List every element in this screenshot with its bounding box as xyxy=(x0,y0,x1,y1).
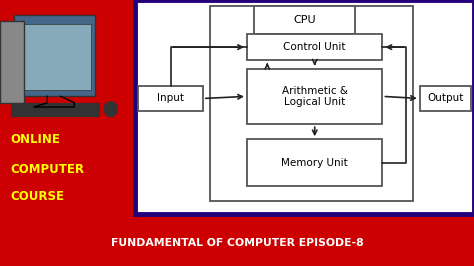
Text: Input: Input xyxy=(157,94,184,103)
FancyBboxPatch shape xyxy=(247,69,383,124)
FancyBboxPatch shape xyxy=(138,86,203,111)
Text: Output: Output xyxy=(427,94,464,103)
FancyBboxPatch shape xyxy=(18,24,91,90)
FancyBboxPatch shape xyxy=(135,0,474,214)
FancyBboxPatch shape xyxy=(247,34,383,60)
Text: COMPUTER: COMPUTER xyxy=(11,163,85,176)
Text: COURSE: COURSE xyxy=(11,190,65,203)
FancyBboxPatch shape xyxy=(247,139,383,186)
Ellipse shape xyxy=(104,102,118,117)
FancyBboxPatch shape xyxy=(420,86,471,111)
Text: Control Unit: Control Unit xyxy=(283,42,346,52)
Text: Memory Unit: Memory Unit xyxy=(282,158,348,168)
FancyBboxPatch shape xyxy=(11,103,99,116)
FancyBboxPatch shape xyxy=(254,6,356,34)
FancyBboxPatch shape xyxy=(0,22,24,103)
Text: FUNDAMENTAL OF COMPUTER EPISODE-8: FUNDAMENTAL OF COMPUTER EPISODE-8 xyxy=(111,238,363,248)
FancyBboxPatch shape xyxy=(13,15,94,96)
Text: ONLINE: ONLINE xyxy=(11,133,61,146)
Text: CPU: CPU xyxy=(293,15,316,25)
Text: Arithmetic &
Logical Unit: Arithmetic & Logical Unit xyxy=(282,86,348,107)
